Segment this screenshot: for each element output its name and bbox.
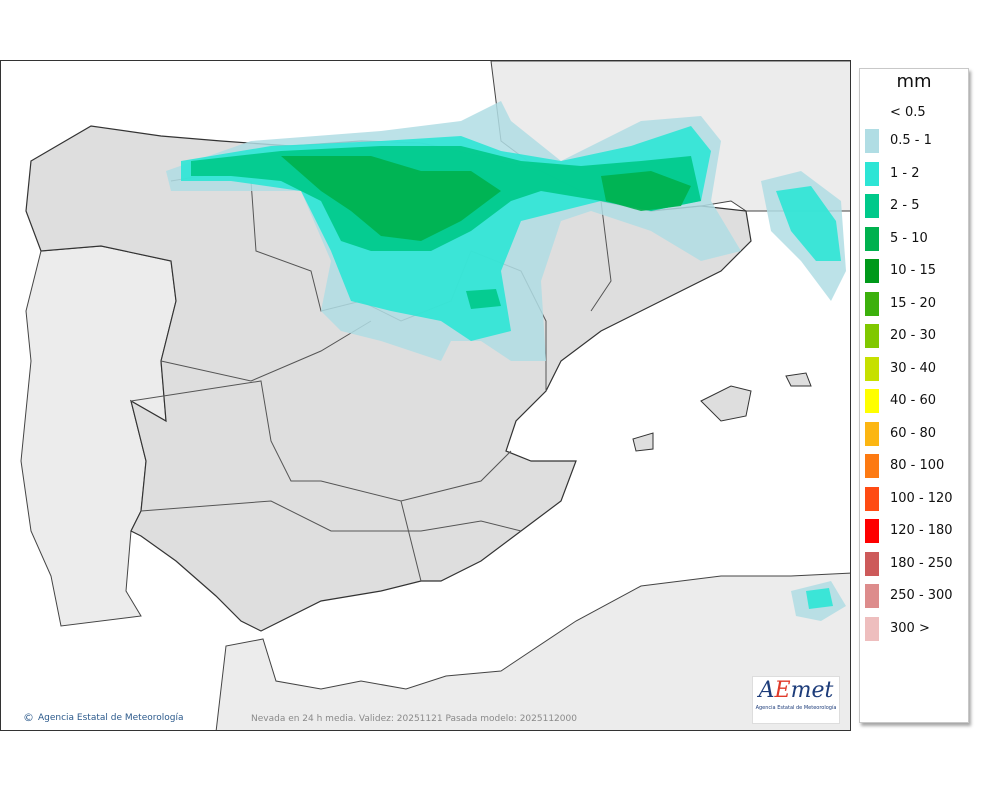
legend-swatch (865, 101, 879, 125)
legend-label: 30 - 40 (890, 360, 937, 376)
africa-land (215, 572, 850, 730)
legend-label: 60 - 80 (890, 425, 937, 441)
legend-swatch (865, 129, 879, 153)
aemet-logo-sub: Agencia Estatal de Meteorología (755, 705, 837, 711)
legend-swatch (865, 226, 879, 251)
legend-label: 80 - 100 (890, 458, 945, 473)
legend-item: 20 - 30 (860, 324, 968, 348)
legend-item: 60 - 80 (860, 421, 968, 446)
legend-swatch (865, 356, 879, 381)
legend-item: 250 - 300 (860, 584, 968, 608)
legend-swatch (865, 551, 879, 576)
legend-item: 40 - 60 (860, 389, 968, 413)
aemet-logo-mark: AEmet (758, 678, 834, 703)
aemet-logo: AEmet Agencia Estatal de Meteorología (752, 676, 840, 724)
legend-swatch (865, 161, 879, 186)
legend-label: 15 - 20 (890, 295, 937, 311)
legend-item: 30 - 40 (860, 356, 968, 381)
legend-item: 1 - 2 (860, 161, 968, 186)
legend-item: 15 - 20 (860, 291, 968, 316)
legend-item: 10 - 15 (860, 259, 968, 283)
legend-swatch (865, 291, 879, 316)
legend-label: 2 - 5 (890, 198, 920, 213)
legend-label: 120 - 180 (890, 523, 953, 538)
legend-swatch (865, 616, 879, 641)
legend-swatch (865, 421, 879, 446)
legend-swatch (865, 454, 879, 478)
copyright-icon: © (23, 711, 34, 724)
legend-item: 120 - 180 (860, 519, 968, 543)
mallorca-land (700, 385, 752, 422)
legend-label: 180 - 250 (890, 555, 953, 571)
legend-label: < 0.5 (890, 105, 926, 120)
menorca-land (785, 372, 812, 387)
legend-label: 20 - 30 (890, 328, 937, 343)
agency-credit: © Agencia Estatal de Meteorología (23, 711, 184, 724)
legend-item: < 0.5 (860, 101, 968, 125)
legend-swatch (865, 324, 879, 348)
legend-item: 80 - 100 (860, 454, 968, 478)
legend-swatch (865, 389, 879, 413)
legend-item: 5 - 10 (860, 226, 968, 251)
legend-item: 0.5 - 1 (860, 129, 968, 153)
legend-item: 180 - 250 (860, 551, 968, 576)
map-caption: Nevada en 24 h media. Validez: 20251121 … (251, 714, 577, 724)
legend-item: 2 - 5 (860, 194, 968, 218)
legend-swatch (865, 519, 879, 543)
legend-label: 1 - 2 (890, 165, 920, 181)
snow-overlay (166, 101, 846, 621)
legend-item: 100 - 120 (860, 486, 968, 511)
map-panel: © Agencia Estatal de Meteorología Nevada… (0, 60, 851, 731)
legend-label: 5 - 10 (890, 230, 928, 246)
legend-label: 0.5 - 1 (890, 133, 932, 148)
legend: mm < 0.5 0.5 - 1 1 - 2 2 - 5 5 - 10 10 - 15 15… (859, 68, 969, 723)
legend-unit: mm (896, 71, 932, 92)
legend-swatch (865, 194, 879, 218)
legend-label: 100 - 120 (890, 490, 953, 506)
legend-swatch (865, 486, 879, 511)
ibiza-land (632, 432, 654, 452)
legend-swatch (865, 259, 879, 283)
agency-credit-text: Agencia Estatal de Meteorología (38, 712, 184, 723)
legend-label: 10 - 15 (890, 263, 937, 278)
legend-item: 300 > (860, 616, 968, 641)
legend-swatch (865, 584, 879, 608)
iberia-map (1, 61, 850, 730)
legend-label: 40 - 60 (890, 393, 937, 408)
legend-label: 250 - 300 (890, 588, 953, 603)
legend-label: 300 > (890, 620, 930, 636)
